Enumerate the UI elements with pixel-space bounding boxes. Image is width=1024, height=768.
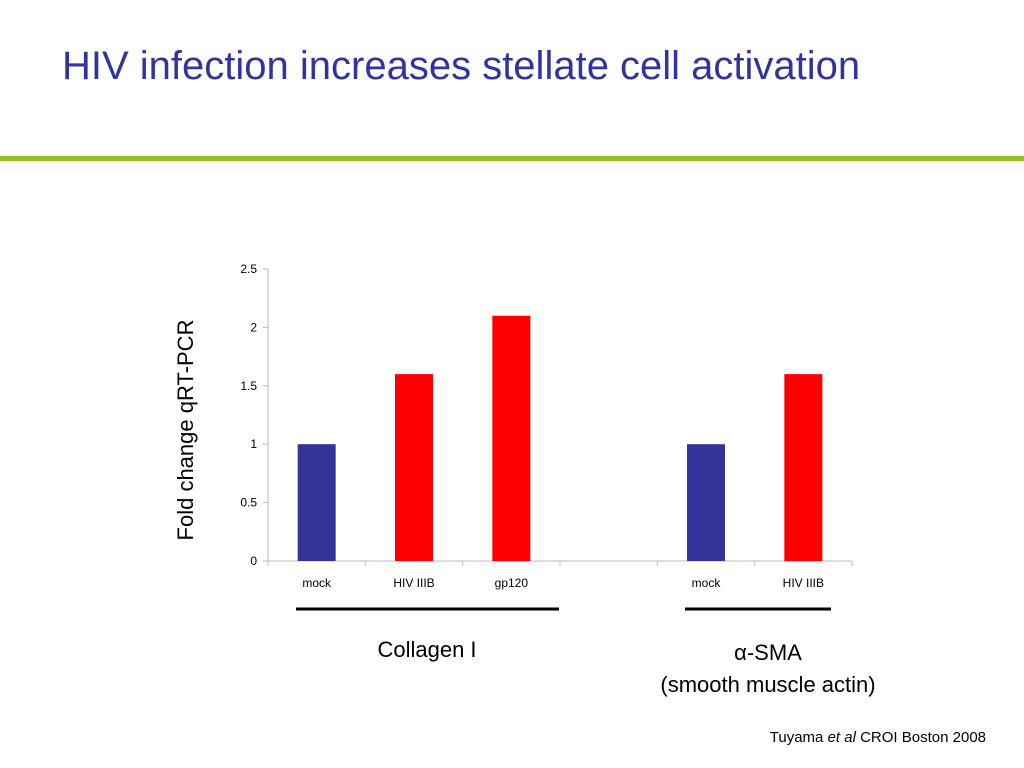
y-tick-label: 2.5 — [240, 262, 257, 276]
y-tick-label: 1 — [250, 437, 257, 451]
y-tick-label: 0.5 — [240, 496, 257, 510]
group-label-sma: α-SMA (smooth muscle actin) — [660, 637, 875, 701]
citation: Tuyama et al CROI Boston 2008 — [770, 729, 986, 746]
group-sublabel-sma: (smooth muscle actin) — [660, 672, 876, 697]
x-tick-label: mock — [692, 576, 722, 590]
title-underline — [0, 156, 1024, 161]
bar — [492, 315, 531, 561]
bar — [784, 374, 823, 561]
group-label-collagen: Collagen I — [377, 637, 477, 662]
bar — [687, 444, 725, 561]
y-tick-label: 1.5 — [240, 379, 257, 393]
citation-etal: et al — [827, 729, 856, 746]
bar — [297, 444, 336, 561]
citation-venue: CROI Boston 2008 — [860, 729, 986, 746]
citation-author: Tuyama — [769, 729, 824, 746]
x-tick-label: gp120 — [495, 576, 529, 590]
bar — [395, 374, 433, 561]
x-tick-label: mock — [302, 576, 332, 590]
slide-title: HIV infection increases stellate cell ac… — [62, 44, 861, 88]
y-tick-label: 0 — [250, 554, 257, 568]
alpha-symbol: α — [734, 640, 747, 665]
x-tick-label: HIV IIIB — [783, 576, 824, 590]
x-tick-label: HIV IIIB — [393, 576, 434, 590]
y-tick-label: 2 — [250, 320, 257, 334]
group-label-sma-text: -SMA — [746, 640, 802, 665]
